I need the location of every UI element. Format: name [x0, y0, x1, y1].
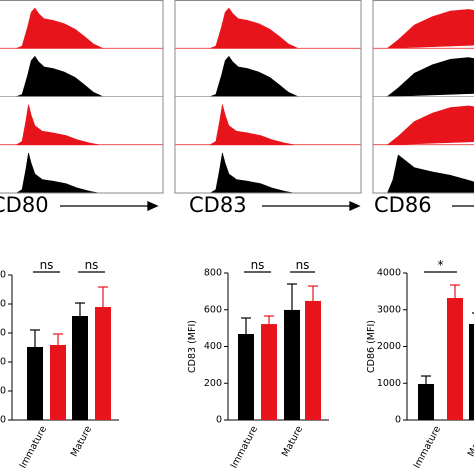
y-tick-label: 2000: [0, 299, 6, 310]
histogram-shape: [16, 7, 103, 49]
x-tick-label: Mature: [280, 424, 305, 459]
y-tick-label: 800: [204, 268, 222, 279]
bar: [284, 309, 300, 420]
bar: [238, 334, 254, 420]
histogram-shape: [210, 7, 298, 49]
bar: [261, 324, 277, 420]
y-tick-label: 3000: [377, 304, 401, 315]
y-tick-label: 0: [216, 415, 222, 426]
y-tick-label: 1000: [377, 378, 401, 389]
histogram-frame: [372, 0, 474, 194]
y-tick-label: 400: [204, 341, 222, 352]
histogram-shape: [16, 55, 103, 97]
x-tick-label: Mature: [69, 424, 94, 459]
marker-label: CD86: [374, 193, 432, 217]
histogram-shape: [209, 152, 295, 194]
significance-label: ns: [85, 258, 99, 272]
y-tick-label: 2500: [0, 270, 6, 281]
histogram-shape: [386, 9, 474, 49]
y-axis-label: CD86 (MFI): [366, 320, 377, 373]
x-tick-label: Immature: [229, 424, 261, 470]
y-tick-label: 0: [0, 415, 6, 426]
histogram-frame: [174, 0, 362, 194]
marker-label: CD83: [189, 193, 247, 217]
histogram-shape: [386, 57, 474, 97]
histogram-shape: [386, 105, 474, 146]
histogram-shape: [386, 154, 474, 194]
x-tick-label: Immature: [18, 424, 50, 470]
y-tick-label: 4000: [377, 268, 401, 279]
x-tick-label: Immature: [412, 424, 444, 470]
histogram-shape: [209, 104, 295, 146]
bar: [469, 324, 474, 420]
bar: [418, 383, 434, 420]
bar: [72, 316, 88, 420]
significance-label: *: [438, 258, 444, 272]
y-tick-label: 1000: [0, 357, 6, 368]
arrow-head: [147, 200, 159, 212]
bar: [447, 297, 463, 420]
y-tick-label: 0: [395, 415, 401, 426]
significance-label: ns: [296, 258, 310, 272]
y-tick-label: 200: [204, 378, 222, 389]
histograms: [0, 0, 474, 194]
arrows: [60, 200, 474, 212]
marker-label: CD80: [0, 193, 49, 217]
y-axis-label: CD83 (MFI): [187, 320, 198, 373]
y-tick-label: 2000: [377, 341, 401, 352]
bar: [50, 345, 66, 420]
significance-label: ns: [251, 258, 265, 272]
bar: [305, 300, 321, 420]
histogram-shape: [210, 55, 298, 97]
arrow-head: [349, 200, 361, 212]
y-tick-label: 1500: [0, 328, 6, 339]
histogram-shape: [15, 104, 100, 146]
histogram-frame: [0, 0, 164, 194]
x-tick-label: Mature: [466, 424, 474, 459]
significance-label: ns: [40, 258, 54, 272]
histogram-shape: [15, 152, 100, 194]
bar: [95, 307, 111, 420]
y-tick-label: 600: [204, 304, 222, 315]
y-tick-label: 500: [0, 386, 6, 397]
bar: [27, 346, 43, 420]
